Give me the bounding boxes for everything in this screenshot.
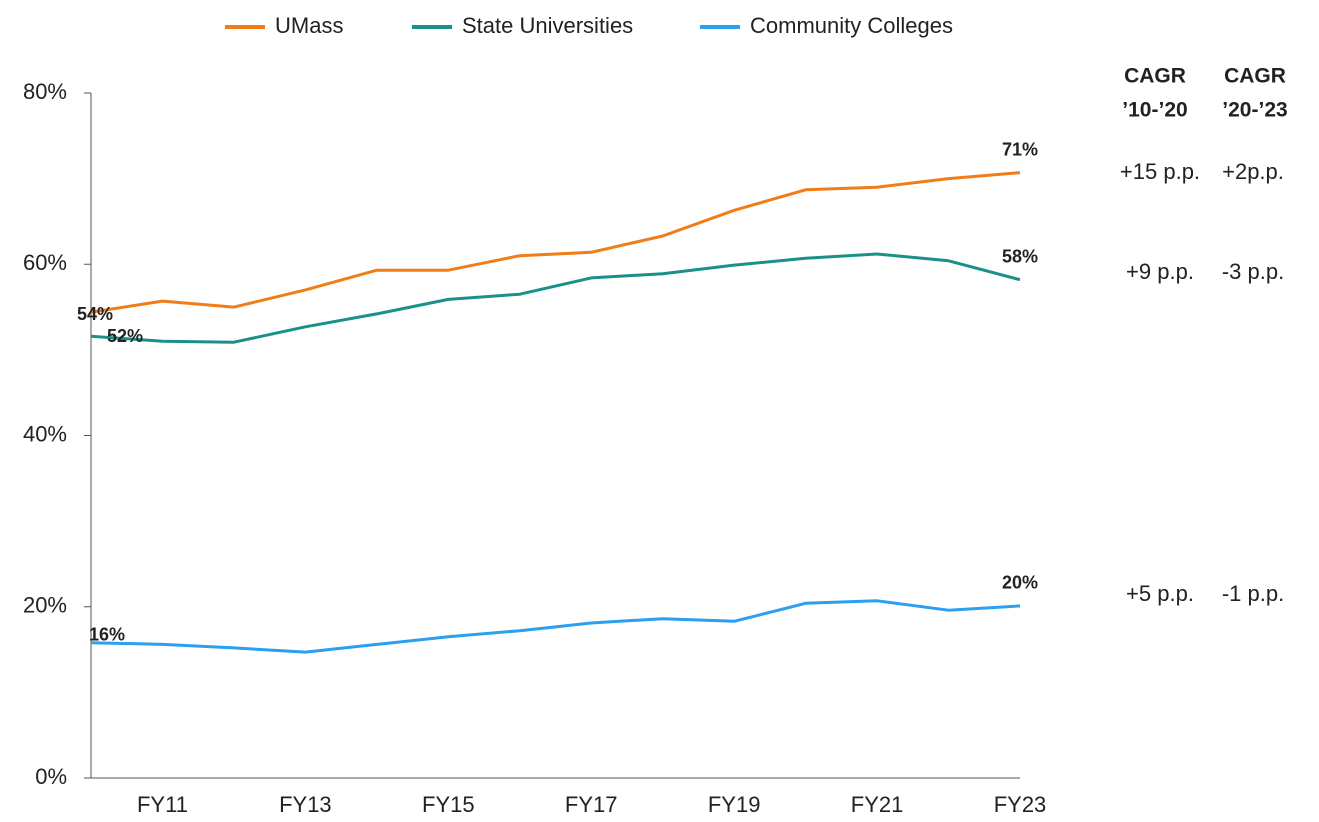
data-label: 16% (89, 624, 125, 644)
legend-label: UMass (275, 13, 343, 38)
x-tick-label: FY13 (279, 792, 332, 817)
y-tick-label: 0% (35, 764, 67, 789)
data-label: 20% (1002, 573, 1038, 593)
legend-label: State Universities (462, 13, 633, 38)
x-tick-label: FY11 (137, 792, 188, 817)
data-label: 71% (1002, 139, 1038, 159)
cagr-value: +15 p.p. (1120, 159, 1200, 184)
y-tick-label: 40% (23, 421, 67, 446)
cagr-header: ’20-’23 (1222, 99, 1287, 122)
data-label: 52% (107, 326, 143, 346)
cagr-header: CAGR (1124, 65, 1186, 88)
cagr-value: +9 p.p. (1126, 259, 1194, 284)
cagr-value: +2p.p. (1222, 159, 1284, 184)
x-tick-label: FY21 (851, 792, 904, 817)
legend-label: Community Colleges (750, 13, 953, 38)
cagr-value: +5 p.p. (1126, 581, 1194, 606)
series-line (90, 171, 1021, 314)
x-tick-label: FY19 (708, 792, 761, 817)
cagr-header: ’10-’20 (1122, 99, 1187, 122)
data-label: 58% (1002, 246, 1038, 266)
x-tick-label: FY17 (565, 792, 618, 817)
cagr-value: -1 p.p. (1222, 581, 1284, 606)
series-line (90, 599, 1021, 654)
data-label: 54% (77, 304, 113, 324)
series-line (90, 252, 1021, 344)
x-tick-label: FY23 (994, 792, 1047, 817)
cagr-value: -3 p.p. (1222, 259, 1284, 284)
y-tick-label: 80% (23, 79, 67, 104)
y-tick-label: 60% (23, 250, 67, 275)
y-tick-label: 20% (23, 593, 67, 618)
cagr-header: CAGR (1224, 65, 1286, 88)
x-tick-label: FY15 (422, 792, 475, 817)
